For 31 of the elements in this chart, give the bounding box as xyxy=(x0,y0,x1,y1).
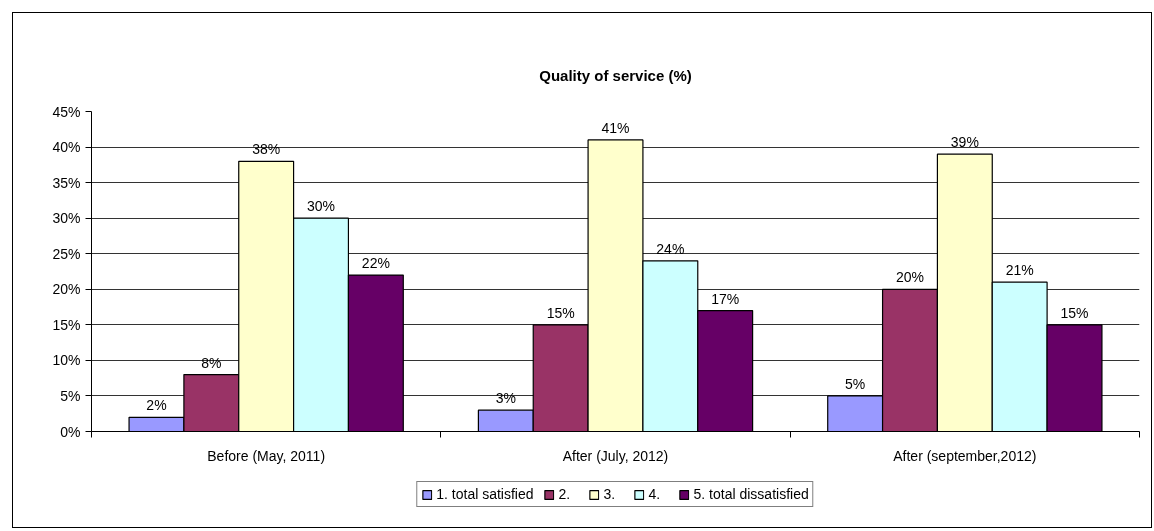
data-label: 24% xyxy=(656,240,685,257)
y-tick-label: 45% xyxy=(52,103,81,120)
x-tick-label: Before (May, 2011) xyxy=(207,447,326,464)
legend-label: 5. total dissatisfied xyxy=(693,486,809,502)
chart-title: Quality of service (%) xyxy=(539,66,692,84)
data-label: 21% xyxy=(1005,262,1034,279)
y-tick-label: 40% xyxy=(52,139,81,156)
data-label: 2% xyxy=(146,397,167,414)
y-tick-label: 10% xyxy=(52,352,81,369)
y-tick-label: 0% xyxy=(60,423,81,440)
y-tick-label: 20% xyxy=(52,281,81,298)
y-tick-label: 25% xyxy=(52,245,81,262)
data-label: 15% xyxy=(1060,304,1089,321)
data-label: 30% xyxy=(307,198,336,215)
y-tick-label: 30% xyxy=(52,210,81,227)
legend-label: 3. xyxy=(603,486,617,502)
data-label: 22% xyxy=(361,255,390,272)
legend-label: 1. total satisfied xyxy=(436,486,534,502)
data-label: 15% xyxy=(546,304,575,321)
y-tick-label: 5% xyxy=(60,387,81,404)
data-label: 20% xyxy=(895,269,925,286)
data-label: 5% xyxy=(845,375,866,392)
x-tick-label: After (september,2012) xyxy=(893,447,1037,464)
x-tick-label: After (July, 2012) xyxy=(562,447,669,464)
data-label: 39% xyxy=(950,134,979,151)
legend-label: 4. xyxy=(648,486,662,502)
y-tick-label: 15% xyxy=(52,316,81,333)
data-label: 41% xyxy=(601,119,630,136)
legend-label: 2. xyxy=(558,486,572,502)
y-tick-label: 35% xyxy=(52,174,81,191)
data-label: 17% xyxy=(711,290,740,307)
